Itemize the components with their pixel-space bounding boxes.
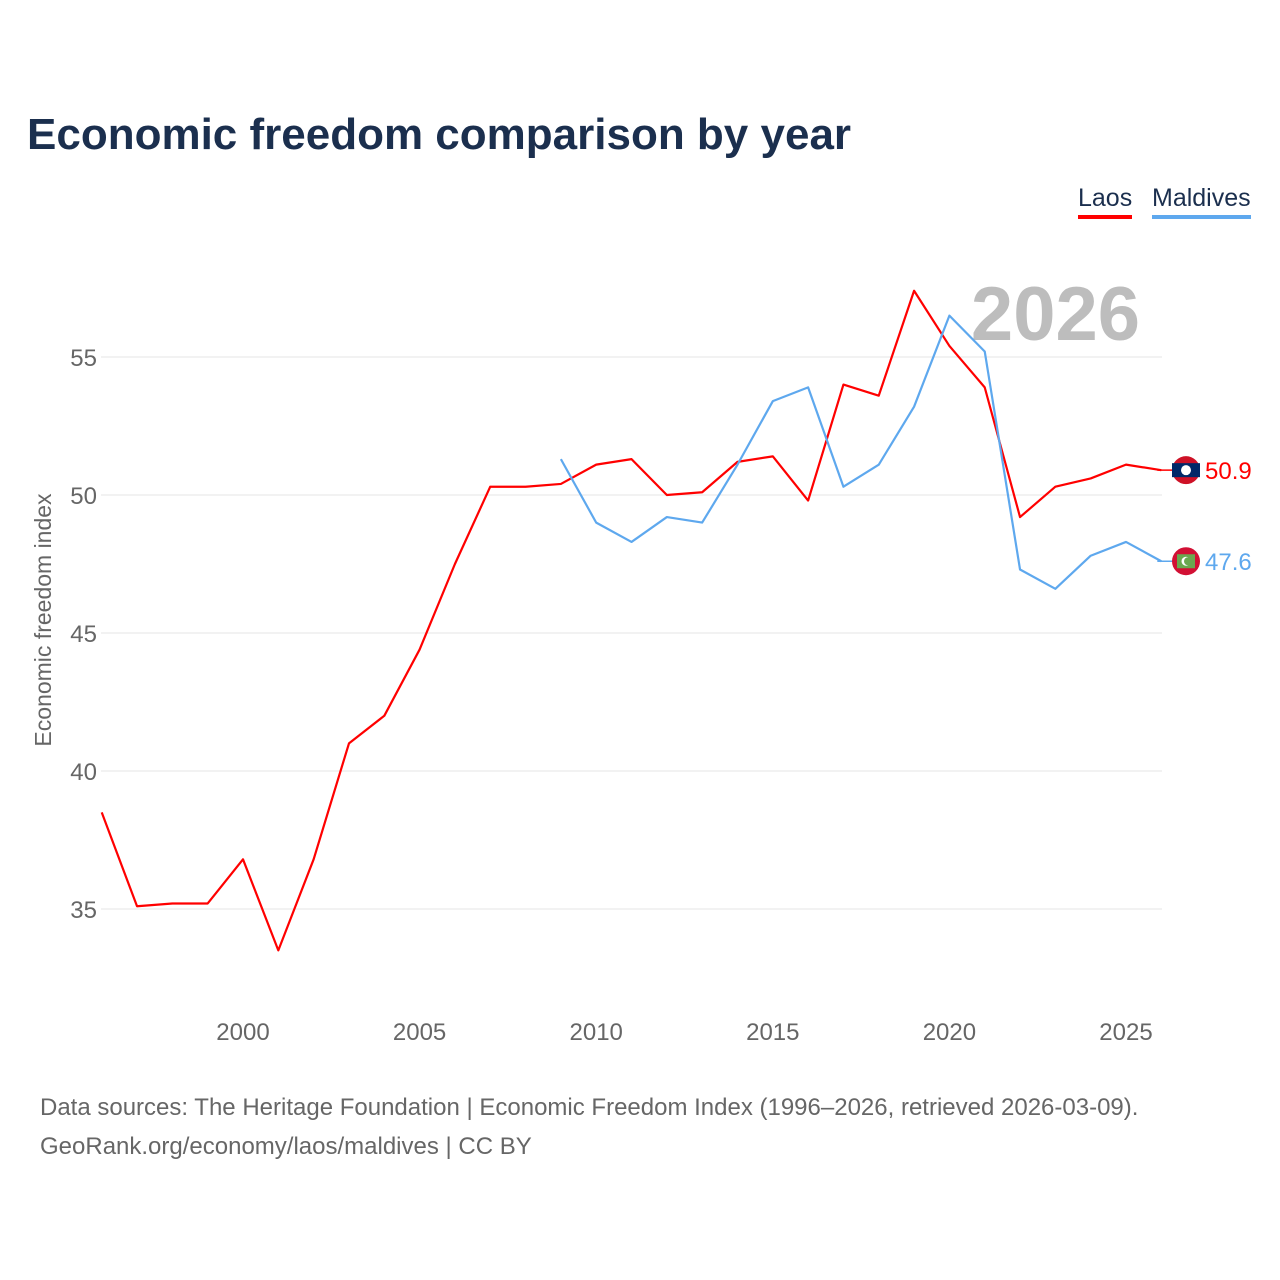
source-line-2[interactable]: GeoRank.org/economy/laos/maldives | CC B… — [40, 1133, 532, 1160]
x-tick-label: 2020 — [923, 1019, 976, 1046]
y-tick-label: 55 — [70, 345, 97, 372]
y-tick-label: 50 — [70, 483, 97, 510]
y-tick-label: 40 — [70, 759, 97, 786]
y-tick-label: 45 — [70, 621, 97, 648]
y-tick-label: 35 — [70, 897, 97, 924]
end-value-label-maldives: 47.6 — [1205, 549, 1252, 576]
series-line-maldives — [559, 314, 1162, 590]
end-value-label-laos: 50.9 — [1205, 458, 1252, 485]
source-note: Data sources: The Heritage Foundation | … — [40, 1088, 1138, 1166]
legend-laos[interactable]: Laos — [1078, 184, 1133, 219]
y-axis-label: Economic freedom index — [30, 493, 56, 747]
chart-title: Economic freedom comparison by year — [27, 110, 852, 159]
laos-flag-disc — [1181, 465, 1191, 476]
series-line-laos — [100, 289, 1162, 952]
source-line-1: Data sources: The Heritage Foundation | … — [40, 1094, 1139, 1121]
year-watermark: 2026 — [971, 272, 1140, 357]
legend-maldives[interactable]: Maldives — [1152, 184, 1251, 219]
x-tick-label: 2005 — [393, 1019, 446, 1046]
x-tick-label: 2015 — [746, 1019, 799, 1046]
x-tick-label: 2000 — [216, 1019, 269, 1046]
x-tick-label: 2025 — [1099, 1019, 1152, 1046]
maldives-flag-crescent-cut — [1184, 557, 1192, 566]
x-tick-label: 2010 — [570, 1019, 623, 1046]
